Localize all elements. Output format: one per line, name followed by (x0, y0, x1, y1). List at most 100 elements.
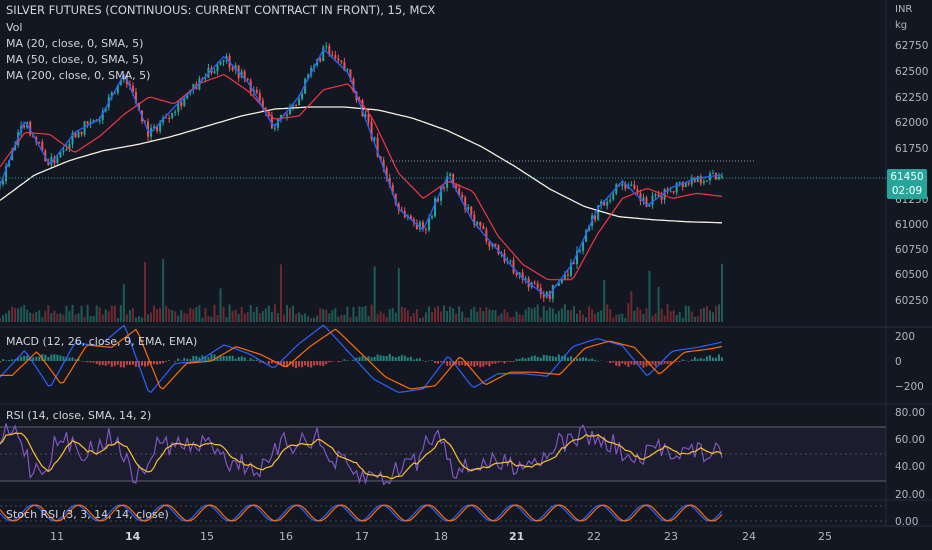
macd-histogram-bar (71, 357, 74, 361)
macd-histogram-bar (343, 359, 346, 361)
candle-body (642, 197, 645, 201)
volume-bar (406, 310, 409, 322)
volume-bar (488, 309, 491, 322)
macd-histogram-bar (452, 361, 455, 366)
macd-histogram-bar (690, 359, 693, 361)
candle-body (349, 69, 352, 79)
macd-histogram-bar (162, 361, 165, 364)
candle-body (258, 92, 261, 101)
candle-body (216, 64, 219, 72)
volume-bar (258, 313, 261, 322)
time-tick: 22 (587, 530, 601, 543)
indicator-ma200[interactable]: MA (200, close, 0, SMA, 5) (6, 69, 151, 82)
stoch-label[interactable]: Stoch RSI (3, 3, 14, 14, close) (6, 508, 169, 521)
candle-body (421, 222, 424, 230)
macd-histogram-bar (545, 355, 548, 361)
volume-bar (59, 313, 62, 322)
macd-histogram-bar (382, 355, 385, 361)
volume-bar (455, 313, 458, 322)
macd-histogram-bar (639, 361, 642, 366)
macd-histogram-bar (370, 357, 373, 361)
macd-histogram-bar (44, 354, 47, 361)
candle-body (600, 201, 603, 206)
macd-histogram-bar (633, 361, 636, 365)
macd-histogram-bar (385, 355, 388, 361)
macd-histogram-bar (482, 361, 485, 367)
candle-body (452, 174, 455, 185)
candle-body (418, 222, 421, 230)
candle-body (515, 272, 518, 276)
volume-bar (527, 307, 530, 322)
volume-bar (645, 308, 648, 322)
volume-bar (461, 311, 464, 322)
candle-body (509, 260, 512, 262)
candle-body (521, 272, 524, 280)
candle-body (545, 291, 548, 298)
macd-histogram-bar (594, 359, 597, 361)
volume-bar (316, 315, 319, 322)
time-tick: 21 (509, 530, 525, 543)
macd-histogram-bar (107, 361, 110, 365)
rsi-label[interactable]: RSI (14, close, SMA, 14, 2) (6, 409, 152, 422)
macd-histogram-bar (252, 359, 255, 361)
volume-bar (225, 317, 228, 322)
indicator-ma50[interactable]: MA (50, close, 0, SMA, 5) (6, 53, 144, 66)
volume-bar (210, 316, 213, 322)
candle-body (104, 107, 107, 112)
volume-bar (310, 317, 313, 322)
volume-bar (113, 305, 116, 322)
candle-body (609, 199, 612, 202)
volume-bar (506, 312, 509, 322)
candle-body (285, 114, 288, 117)
candle-body (156, 126, 159, 132)
macd-histogram-bar (494, 361, 497, 364)
macd-histogram-bar (394, 357, 397, 361)
candle-body (391, 184, 394, 194)
candle-body (639, 193, 642, 201)
macd-histogram-bar (424, 361, 427, 362)
symbol-title[interactable]: SILVER FUTURES (CONTINUOUS: CURRENT CONT… (6, 3, 436, 17)
macd-histogram-bar (717, 354, 720, 361)
macd-tick: −200 (895, 381, 924, 393)
volume-bar (560, 308, 563, 322)
volume-bar (216, 315, 219, 322)
candle-body (660, 196, 663, 200)
macd-histogram-bar (237, 357, 240, 361)
candle-body (29, 121, 32, 135)
macd-histogram-bar (566, 357, 569, 361)
volume-bar (195, 307, 198, 322)
candle-body (630, 184, 633, 186)
candle-body (346, 69, 349, 71)
candle-body (548, 291, 551, 299)
time-tick: 24 (742, 530, 756, 543)
candle-body (74, 133, 77, 138)
volume-bar (684, 305, 687, 322)
price-tick: 62750 (895, 40, 929, 52)
macd-histogram-bar (174, 361, 177, 362)
candle-body (603, 201, 606, 206)
candle-body (409, 215, 412, 220)
volume-bar (705, 305, 708, 322)
macd-histogram-bar (32, 357, 35, 361)
macd-histogram-bar (204, 356, 207, 361)
macd-histogram-bar (636, 361, 639, 365)
macd-histogram-bar (316, 361, 319, 366)
macd-histogram-bar (168, 360, 171, 361)
candle-body (204, 77, 207, 79)
macd-histogram-bar (678, 361, 681, 362)
macd-histogram-bar (110, 361, 113, 367)
candle-body (83, 121, 86, 135)
candle-body (721, 176, 723, 178)
macd-histogram-bar (322, 361, 325, 367)
indicator-ma20[interactable]: MA (20, close, 0, SMA, 5) (6, 37, 144, 50)
indicator-volume[interactable]: Vol (6, 21, 23, 34)
candle-body (192, 83, 195, 90)
volume-bar (606, 304, 609, 322)
volume-bar (530, 308, 533, 322)
macd-histogram-bar (231, 355, 234, 361)
volume-bar (464, 317, 467, 322)
candle-body (663, 189, 666, 200)
candle-body (443, 187, 446, 189)
macd-label[interactable]: MACD (12, 26, close, 9, EMA, EMA) (6, 335, 198, 348)
